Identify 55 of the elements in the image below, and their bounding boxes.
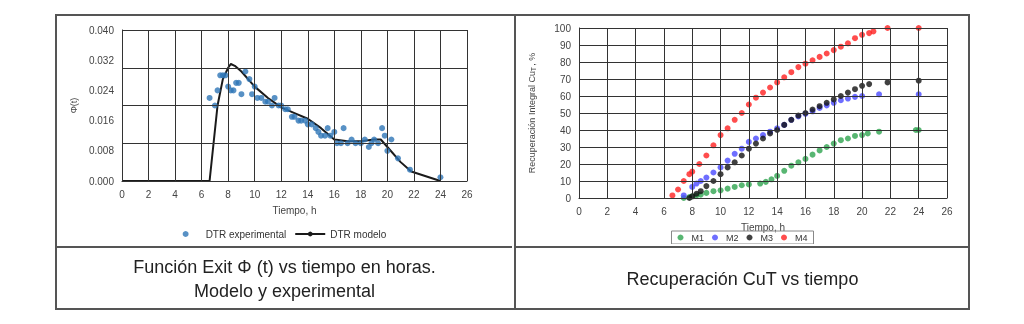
x-tick-label: 10 xyxy=(249,188,261,200)
y-tick-label: 0.032 xyxy=(88,54,115,66)
x-tick-label: 0 xyxy=(576,205,583,217)
x-axis-title: Tiempo, h xyxy=(272,204,317,216)
y-tick-label: 40 xyxy=(559,124,572,136)
x-tick-label: 12 xyxy=(743,205,755,217)
y-tick-label: 0.000 xyxy=(88,175,115,187)
x-tick-label: 22 xyxy=(884,205,897,217)
y-axis-title: Φ(t) xyxy=(68,97,79,114)
x-tick-label: 0 xyxy=(119,188,126,200)
legend-label: M4 xyxy=(795,232,808,243)
x-tick-label: 16 xyxy=(799,205,812,217)
x-tick-label: 4 xyxy=(632,205,639,217)
x-tick-label: 14 xyxy=(302,188,314,200)
text: Función Exit Φ (t) vs tiempo en horas. Modelo y experimental xyxy=(57,246,512,310)
x-tick-label: 6 xyxy=(198,188,205,200)
x-tick-label: 26 xyxy=(461,188,473,200)
x-tick-label: 18 xyxy=(355,188,367,200)
y-tick-label: 70 xyxy=(559,73,572,85)
x-tick-label: 16 xyxy=(328,188,341,200)
y-tick-label: 50 xyxy=(559,107,572,119)
x-tick-label: 4 xyxy=(172,188,179,200)
x-tick-label: 6 xyxy=(661,205,668,217)
y-tick-label: 0.008 xyxy=(88,145,115,157)
x-tick-label: 8 xyxy=(689,205,696,217)
legend-label: M1 xyxy=(691,232,705,243)
y-tick-label: 80 xyxy=(559,56,572,68)
x-tick-label: 10 xyxy=(714,205,727,217)
y-tick-label: 100 xyxy=(554,22,572,34)
legend-label: DTR modelo xyxy=(330,228,387,240)
y-tick-label: 20 xyxy=(559,158,572,170)
y-tick-label: 0.016 xyxy=(88,115,115,127)
x-tick-label: 24 xyxy=(913,205,925,217)
x-tick-label: 2 xyxy=(145,188,152,200)
x-tick-label: 22 xyxy=(408,188,420,200)
text: Recuperación CuT vs tiempo xyxy=(516,246,969,310)
legend-label: M2 xyxy=(726,232,739,243)
x-tick-label: 14 xyxy=(771,205,784,217)
y-tick-label: 0.040 xyxy=(88,24,115,36)
x-tick-label: 24 xyxy=(434,188,447,200)
y-tick-label: 0.024 xyxy=(88,84,115,96)
legend-label: DTR experimental xyxy=(205,228,287,240)
y-tick-label: 10 xyxy=(559,175,572,187)
y-tick-label: 60 xyxy=(559,90,572,102)
x-tick-label: 26 xyxy=(941,205,953,217)
x-tick-label: 18 xyxy=(828,205,840,217)
x-tick-label: 8 xyxy=(225,188,232,200)
x-tick-label: 12 xyxy=(275,188,288,200)
x-tick-label: 20 xyxy=(856,205,869,217)
legend-label: M3 xyxy=(760,232,774,243)
y-tick-label: 30 xyxy=(559,141,572,153)
x-tick-label: 20 xyxy=(381,188,394,200)
x-tick-label: 2 xyxy=(604,205,611,217)
x-axis-title: Tiempo, h xyxy=(740,221,786,233)
y-tick-label: 90 xyxy=(559,39,572,51)
